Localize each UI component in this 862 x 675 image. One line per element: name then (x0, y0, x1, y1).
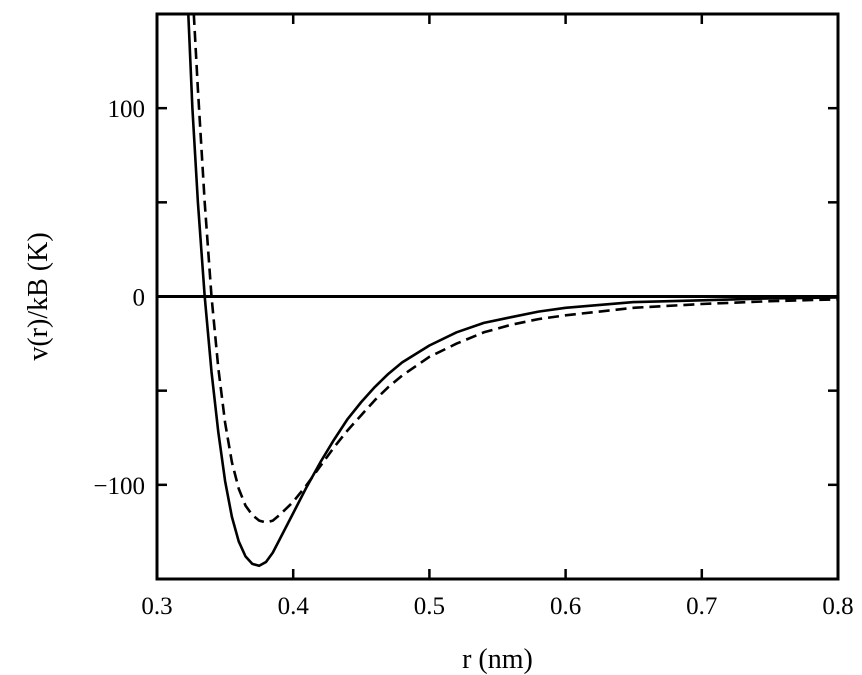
x-tick-label: 0.8 (822, 593, 853, 620)
series-line-dashed (192, 14, 838, 524)
x-tick-label: 0.7 (686, 593, 717, 620)
y-tick-label: 0 (133, 285, 146, 312)
series-line-solid (187, 14, 838, 568)
x-tick-label: 0.5 (414, 593, 445, 620)
y-tick-label: −100 (93, 473, 145, 500)
x-tick-label: 0.4 (278, 593, 310, 620)
x-tick-label: 0.6 (550, 593, 581, 620)
y-axis-label: v(r)/kB (K) (23, 232, 54, 360)
plot-frame (155, 12, 840, 581)
y-tick-label: 100 (108, 96, 146, 123)
x-tick-label: 0.3 (141, 593, 172, 620)
x-axis-label: r (nm) (462, 644, 533, 675)
